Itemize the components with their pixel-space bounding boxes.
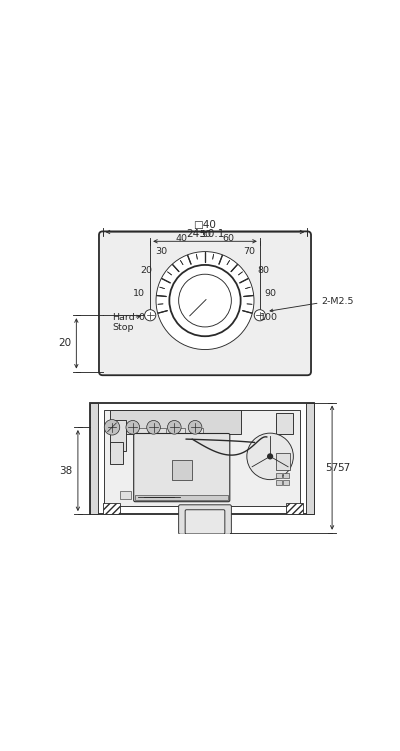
Bar xyxy=(286,503,303,514)
Bar xyxy=(110,442,123,464)
Circle shape xyxy=(126,421,140,434)
Bar xyxy=(276,453,290,470)
Bar xyxy=(120,491,131,499)
Circle shape xyxy=(156,252,254,349)
Circle shape xyxy=(105,421,119,434)
Bar xyxy=(172,428,185,437)
Text: 20: 20 xyxy=(140,266,152,275)
Text: 100: 100 xyxy=(260,313,278,322)
Bar xyxy=(90,403,98,514)
Bar xyxy=(90,403,314,514)
Bar xyxy=(135,428,148,437)
Bar xyxy=(135,495,228,500)
Circle shape xyxy=(188,421,202,434)
FancyBboxPatch shape xyxy=(99,231,311,376)
Text: 50: 50 xyxy=(199,230,211,239)
Bar xyxy=(283,473,289,478)
Circle shape xyxy=(267,454,273,460)
Bar xyxy=(283,480,289,485)
Text: 10: 10 xyxy=(133,289,145,298)
Circle shape xyxy=(179,274,231,327)
Text: 57: 57 xyxy=(326,463,339,472)
FancyBboxPatch shape xyxy=(134,433,230,502)
Bar xyxy=(172,460,192,480)
Text: 40: 40 xyxy=(175,234,187,243)
Bar xyxy=(172,437,183,445)
FancyBboxPatch shape xyxy=(179,505,231,534)
Text: 90: 90 xyxy=(265,289,277,298)
Text: 38: 38 xyxy=(59,466,72,475)
Bar xyxy=(276,480,282,485)
Bar xyxy=(103,503,120,514)
Circle shape xyxy=(247,433,293,480)
Bar xyxy=(276,413,293,433)
Circle shape xyxy=(254,309,265,321)
Text: 2-M2.5: 2-M2.5 xyxy=(321,297,354,306)
Text: □40: □40 xyxy=(194,220,216,230)
Text: 20: 20 xyxy=(58,339,72,348)
Bar xyxy=(110,420,126,451)
Text: 60: 60 xyxy=(223,234,235,243)
Text: Hard
Stop: Hard Stop xyxy=(112,313,135,333)
Circle shape xyxy=(147,421,160,434)
Text: 0: 0 xyxy=(138,313,144,322)
Text: 57: 57 xyxy=(338,463,351,472)
Circle shape xyxy=(104,420,120,435)
Bar xyxy=(104,410,300,506)
Text: 80: 80 xyxy=(258,266,270,275)
Text: 70: 70 xyxy=(243,247,255,256)
Bar xyxy=(306,403,314,514)
FancyBboxPatch shape xyxy=(185,510,225,534)
Circle shape xyxy=(168,421,181,434)
Text: 24±0.1: 24±0.1 xyxy=(186,230,224,240)
Bar xyxy=(276,473,282,478)
Circle shape xyxy=(145,309,156,321)
Bar xyxy=(191,428,204,437)
Circle shape xyxy=(169,265,241,336)
Bar xyxy=(154,437,165,445)
Bar xyxy=(154,428,166,437)
Bar xyxy=(135,437,146,445)
Bar xyxy=(110,410,241,433)
Text: 30: 30 xyxy=(155,247,167,256)
